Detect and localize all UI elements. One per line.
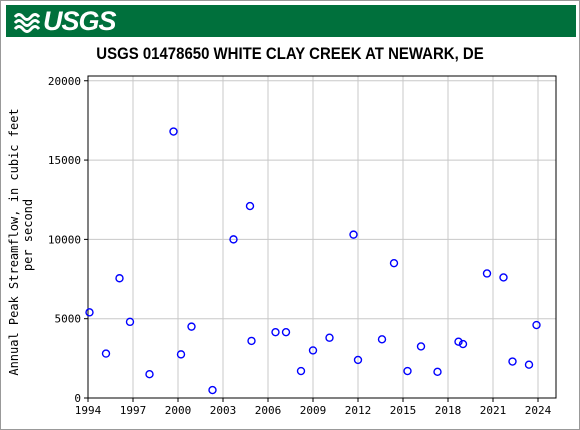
data-point bbox=[281, 327, 291, 337]
x-tick-label: 2012 bbox=[345, 404, 372, 417]
usgs-logo: USGS bbox=[14, 5, 117, 36]
x-tick-label: 1997 bbox=[120, 404, 147, 417]
x-tick-label: 2021 bbox=[480, 404, 507, 417]
data-point bbox=[247, 336, 256, 346]
axis-ticks: 1994 1997 2000 2003 2006 2009 2012 2015 2018 2021… bbox=[48, 75, 552, 417]
x-tick-label: 2009 bbox=[300, 404, 327, 417]
data-point bbox=[403, 366, 412, 376]
data-point bbox=[125, 317, 135, 327]
y-tick-label: 5000 bbox=[55, 313, 82, 326]
data-point bbox=[187, 322, 196, 331]
data-point bbox=[271, 327, 280, 337]
data-point bbox=[169, 127, 178, 136]
data-point bbox=[176, 350, 186, 359]
data-point bbox=[208, 385, 217, 395]
x-tick-label: 2015 bbox=[390, 404, 417, 417]
data-point bbox=[325, 333, 334, 342]
data-point bbox=[308, 346, 318, 355]
y-axis-title-line1: Annual Peak Streamflow, in cubic feet bbox=[7, 108, 21, 375]
data-point bbox=[145, 370, 154, 379]
data-point bbox=[101, 349, 111, 358]
plot-area-border bbox=[87, 75, 557, 399]
grid-lines bbox=[87, 76, 556, 399]
data-points bbox=[85, 127, 541, 395]
data-point bbox=[229, 235, 238, 244]
data-point bbox=[115, 274, 124, 283]
x-tick-label: 1994 bbox=[75, 404, 102, 417]
data-point bbox=[245, 201, 255, 211]
y-tick-label: 15000 bbox=[48, 154, 81, 167]
data-point bbox=[499, 273, 508, 282]
chart-title: USGS 01478650 WHITE CLAY CREEK AT NEWARK… bbox=[96, 44, 484, 63]
usgs-logo-text: USGS bbox=[43, 5, 117, 36]
data-point bbox=[433, 367, 442, 377]
data-point bbox=[458, 339, 468, 349]
data-point bbox=[353, 355, 363, 365]
data-point bbox=[389, 258, 399, 268]
data-point bbox=[482, 269, 492, 278]
data-point bbox=[454, 337, 463, 346]
x-tick-label: 2000 bbox=[165, 404, 192, 417]
y-tick-label: 0 bbox=[74, 392, 81, 405]
data-point bbox=[296, 366, 306, 376]
y-axis-title-line2: per second bbox=[21, 199, 35, 271]
data-point bbox=[416, 342, 426, 351]
x-tick-label: 2006 bbox=[255, 404, 282, 417]
data-point bbox=[532, 320, 541, 330]
data-point bbox=[508, 357, 517, 366]
data-point bbox=[524, 360, 534, 369]
usgs-banner: USGS bbox=[6, 5, 576, 37]
usgs-wave-icon bbox=[14, 13, 40, 33]
data-point bbox=[377, 335, 387, 344]
y-tick-label: 10000 bbox=[48, 233, 81, 246]
data-point bbox=[85, 308, 94, 317]
y-tick-label: 20000 bbox=[48, 75, 81, 88]
data-point bbox=[349, 230, 358, 239]
x-tick-label: 2018 bbox=[435, 404, 462, 417]
x-tick-label: 2003 bbox=[210, 404, 237, 417]
x-tick-label: 2024 bbox=[525, 404, 552, 417]
